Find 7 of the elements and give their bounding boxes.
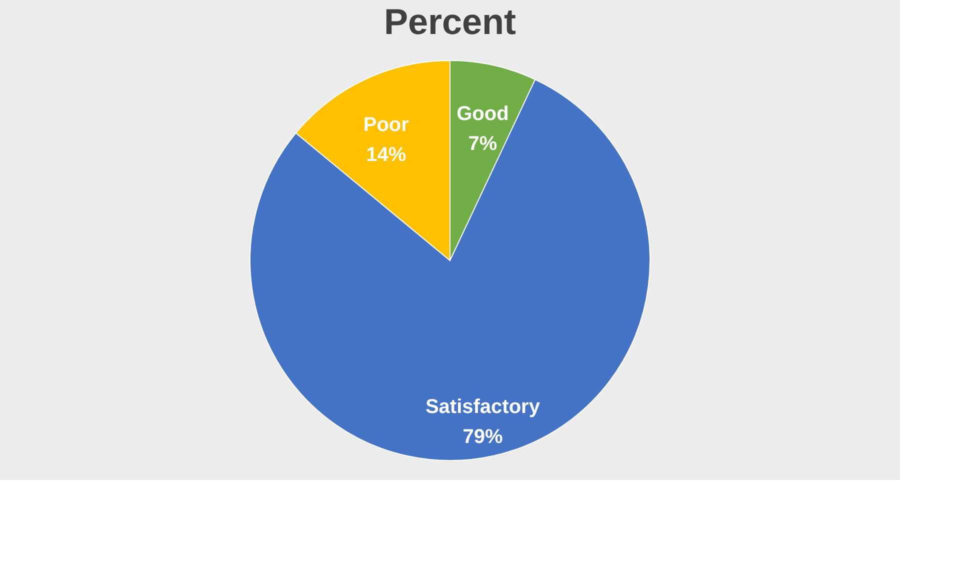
- data-label: 14%: [366, 144, 406, 166]
- slice-label: Satisfactory: [425, 396, 541, 418]
- data-label: 79%: [462, 426, 503, 448]
- data-label: 7%: [468, 133, 498, 156]
- slice-label: Poor: [363, 114, 410, 136]
- chart-title: Percent: [384, 1, 516, 42]
- slice-label: Good: [456, 103, 509, 126]
